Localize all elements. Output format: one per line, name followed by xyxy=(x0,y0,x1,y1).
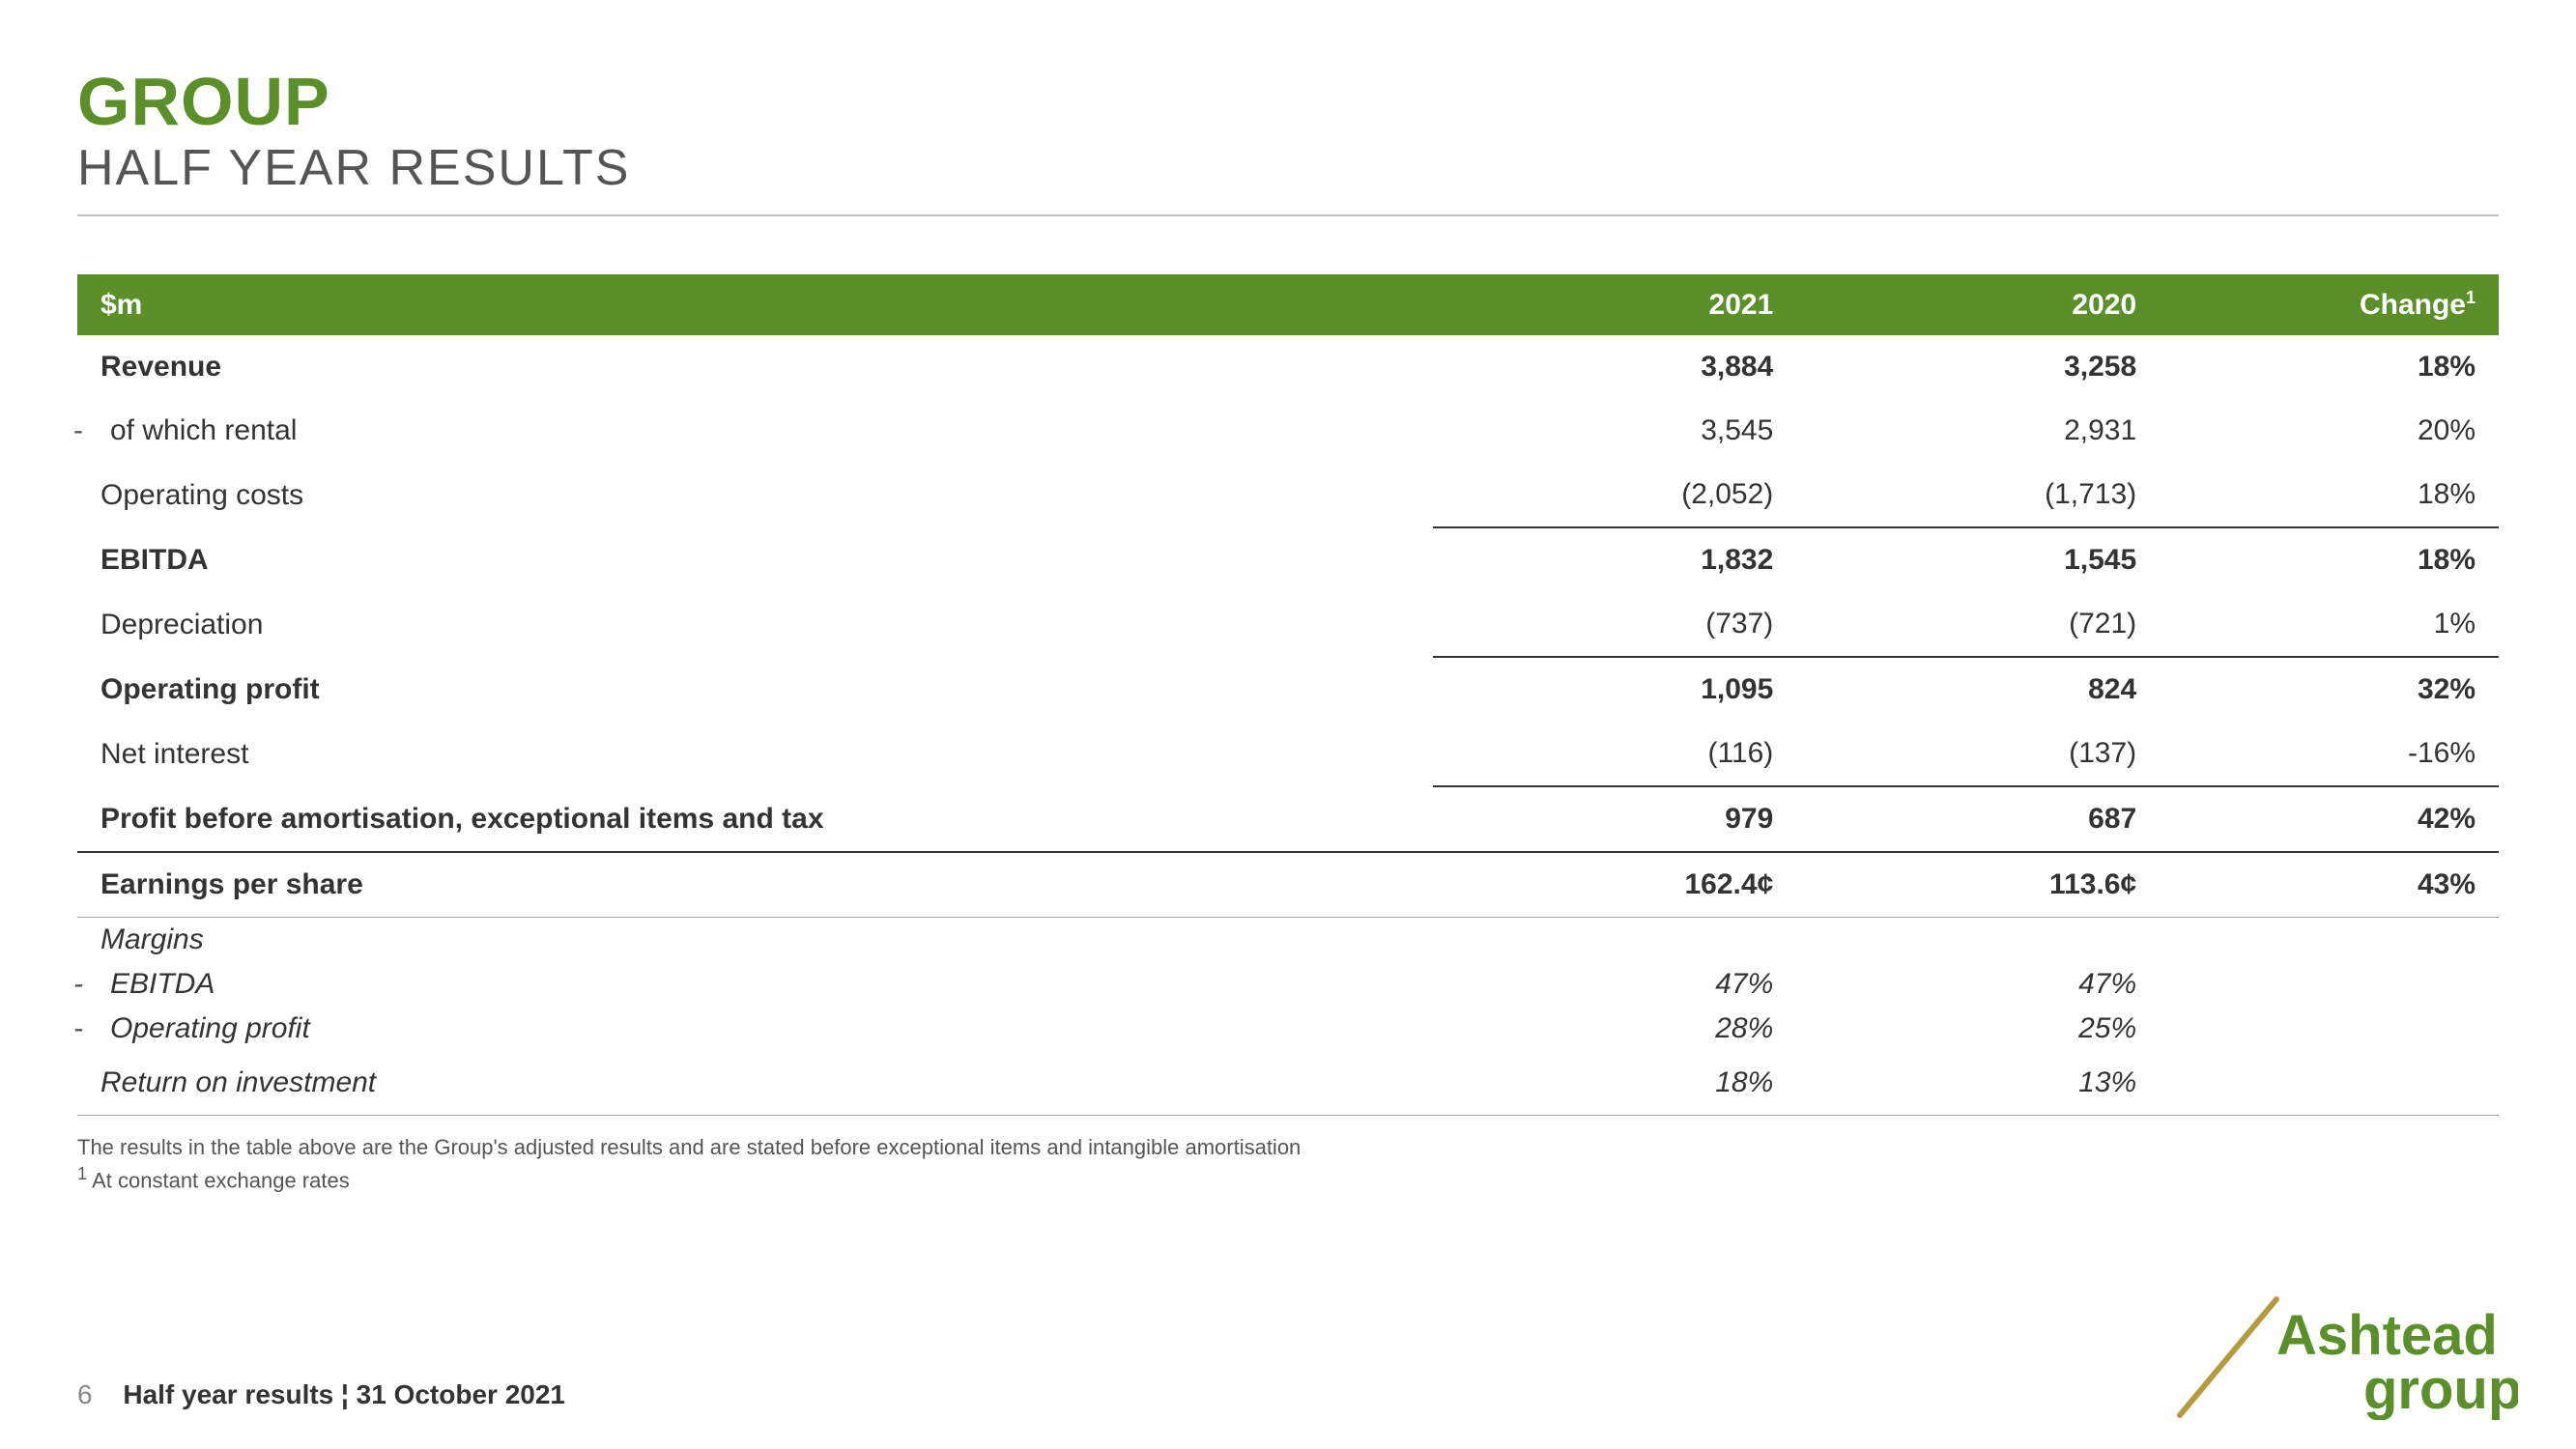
cell-2021: 18% xyxy=(1433,1051,1796,1116)
cell-2021: (116) xyxy=(1433,722,1796,786)
row-label: Depreciation xyxy=(77,592,1433,657)
row-label: Net interest xyxy=(77,722,1433,786)
logo-bottom-text: group xyxy=(2363,1358,2518,1420)
cell-change xyxy=(2160,1051,2499,1116)
cell-2021: 3,884 xyxy=(1433,335,1796,399)
title-main: GROUP xyxy=(77,68,2499,135)
cell-2021: (737) xyxy=(1433,592,1796,657)
table-row: Revenue3,8843,25818% xyxy=(77,335,2499,399)
cell-2021: 162.4¢ xyxy=(1433,852,1796,918)
ashtead-logo: Ashtead group xyxy=(2170,1294,2518,1420)
cell-2020 xyxy=(1796,918,2160,963)
cell-2020: 2,931 xyxy=(1796,399,2160,463)
row-label: Operating costs xyxy=(77,463,1433,527)
cell-change: -16% xyxy=(2160,722,2499,786)
table-row: Operating costs(2,052)(1,713)18% xyxy=(77,463,2499,527)
table-row: of which rental3,5452,93120% xyxy=(77,399,2499,463)
cell-change: 42% xyxy=(2160,786,2499,852)
row-label: Operating profit xyxy=(77,657,1433,722)
footnotes: The results in the table above are the G… xyxy=(77,1133,2499,1195)
footnote-1: The results in the table above are the G… xyxy=(77,1133,2499,1162)
th-change-text: Change xyxy=(2360,289,2466,321)
th-year-2020: 2020 xyxy=(1796,274,2160,335)
footnote-2-text: At constant exchange rates xyxy=(87,1168,350,1192)
table-row: EBITDA47%47% xyxy=(77,962,2499,1007)
table-row: Operating profit1,09582432% xyxy=(77,657,2499,722)
cell-2020: 25% xyxy=(1796,1007,2160,1051)
page-number: 6 xyxy=(77,1379,93,1409)
cell-2020: 47% xyxy=(1796,962,2160,1007)
cell-change: 18% xyxy=(2160,335,2499,399)
cell-2020: 3,258 xyxy=(1796,335,2160,399)
footnote-2-sup: 1 xyxy=(77,1163,87,1183)
cell-2020: (1,713) xyxy=(1796,463,2160,527)
cell-change: 32% xyxy=(2160,657,2499,722)
cell-2020: 824 xyxy=(1796,657,2160,722)
table-row: Depreciation(737)(721)1% xyxy=(77,592,2499,657)
table-row: Return on investment18%13% xyxy=(77,1051,2499,1116)
cell-change xyxy=(2160,918,2499,963)
cell-change xyxy=(2160,1007,2499,1051)
row-label: Return on investment xyxy=(77,1051,1433,1116)
table-row: Profit before amortisation, exceptional … xyxy=(77,786,2499,852)
th-label: $m xyxy=(77,274,1433,335)
cell-change xyxy=(2160,962,2499,1007)
cell-2020: 1,545 xyxy=(1796,527,2160,592)
slide-title-block: GROUP HALF YEAR RESULTS xyxy=(77,68,2499,216)
cell-2021: 1,832 xyxy=(1433,527,1796,592)
row-label: Earnings per share xyxy=(77,852,1433,918)
row-label: EBITDA xyxy=(77,527,1433,592)
cell-2021: 1,095 xyxy=(1433,657,1796,722)
cell-2020: 687 xyxy=(1796,786,2160,852)
row-label: Operating profit xyxy=(77,1007,1433,1051)
cell-change: 20% xyxy=(2160,399,2499,463)
th-year-2021: 2021 xyxy=(1433,274,1796,335)
cell-2021: 3,545 xyxy=(1433,399,1796,463)
title-sub: HALF YEAR RESULTS xyxy=(77,139,2499,197)
cell-2021: 47% xyxy=(1433,962,1796,1007)
th-change: Change1 xyxy=(2160,274,2499,335)
cell-change: 43% xyxy=(2160,852,2499,918)
cell-2020: 113.6¢ xyxy=(1796,852,2160,918)
table-row: Margins xyxy=(77,918,2499,963)
title-rule xyxy=(77,214,2499,216)
row-label: Revenue xyxy=(77,335,1433,399)
cell-2021 xyxy=(1433,918,1796,963)
cell-change: 1% xyxy=(2160,592,2499,657)
row-label: Margins xyxy=(77,918,1433,963)
cell-2021: (2,052) xyxy=(1433,463,1796,527)
row-label: of which rental xyxy=(77,399,1433,463)
table-row: EBITDA1,8321,54518% xyxy=(77,527,2499,592)
th-change-sup: 1 xyxy=(2466,288,2476,307)
cell-2020: (721) xyxy=(1796,592,2160,657)
cell-2020: 13% xyxy=(1796,1051,2160,1116)
table-header-row: $m 2021 2020 Change1 xyxy=(77,274,2499,335)
table-row: Earnings per share162.4¢113.6¢43% xyxy=(77,852,2499,918)
cell-2021: 979 xyxy=(1433,786,1796,852)
footnote-2: 1 At constant exchange rates xyxy=(77,1162,2499,1195)
financial-table: $m 2021 2020 Change1 Revenue3,8843,25818… xyxy=(77,274,2499,1116)
slide-footer: 6 Half year results ¦ 31 October 2021 xyxy=(77,1379,565,1410)
footer-text: Half year results ¦ 31 October 2021 xyxy=(123,1379,565,1409)
cell-2021: 28% xyxy=(1433,1007,1796,1051)
cell-2020: (137) xyxy=(1796,722,2160,786)
cell-change: 18% xyxy=(2160,527,2499,592)
row-label: Profit before amortisation, exceptional … xyxy=(77,786,1433,852)
table-row: Net interest(116)(137)-16% xyxy=(77,722,2499,786)
cell-change: 18% xyxy=(2160,463,2499,527)
row-label: EBITDA xyxy=(77,962,1433,1007)
table-row: Operating profit28%25% xyxy=(77,1007,2499,1051)
